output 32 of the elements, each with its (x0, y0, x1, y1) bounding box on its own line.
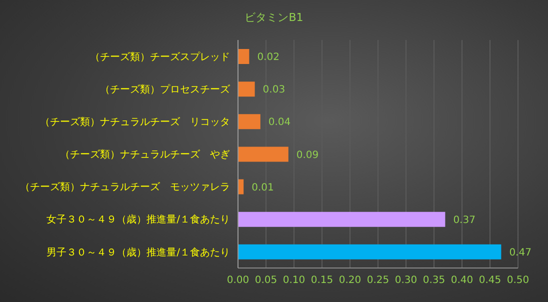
x-tick-label: 0.40 (450, 275, 474, 286)
chart-title: ビタミンB1 (244, 10, 304, 25)
data-label: 0.03 (262, 84, 286, 96)
bar (238, 244, 502, 260)
data-label: 0.37 (453, 214, 476, 226)
bar (238, 212, 446, 227)
x-tick-label: 0.35 (422, 275, 446, 286)
bar (238, 82, 255, 97)
y-tick-label: 女子３０～４９（歳）推進量/１食あたり (46, 214, 230, 226)
y-tick-label: （チーズ類）ナチュラルチーズ やぎ (60, 148, 230, 161)
y-tick-label: （チーズ類）ナチュラルチーズ モッツァレラ (20, 181, 230, 194)
data-label: 0.09 (296, 150, 319, 161)
x-tick-label: 0.25 (366, 275, 390, 286)
bar (238, 146, 288, 162)
x-tick-label: 0.10 (282, 275, 306, 286)
x-tick-label: 0.15 (310, 275, 334, 286)
x-tick-label: 0.00 (226, 275, 250, 286)
data-label: 0.02 (257, 52, 280, 64)
x-tick-label: 0.20 (338, 275, 362, 286)
y-tick-label: 男子３０～４９（歳）推進量/１食あたり (46, 246, 230, 258)
data-label: 0.47 (509, 247, 532, 258)
bar (238, 49, 250, 64)
x-tick-label: 0.05 (254, 275, 278, 286)
data-label: 0.04 (268, 117, 291, 128)
bar (238, 114, 260, 130)
x-tick-label: 0.50 (506, 275, 530, 286)
x-tick-label: 0.30 (394, 275, 418, 286)
data-label: 0.01 (252, 182, 274, 194)
x-tick-label: 0.45 (478, 275, 502, 286)
y-tick-label: （チーズ類）ナチュラルチーズ リコッタ (40, 116, 230, 128)
y-tick-label: （チーズ類）プロセスチーズ (100, 83, 231, 96)
y-tick-label: （チーズ類）チーズスプレッド (90, 50, 230, 63)
